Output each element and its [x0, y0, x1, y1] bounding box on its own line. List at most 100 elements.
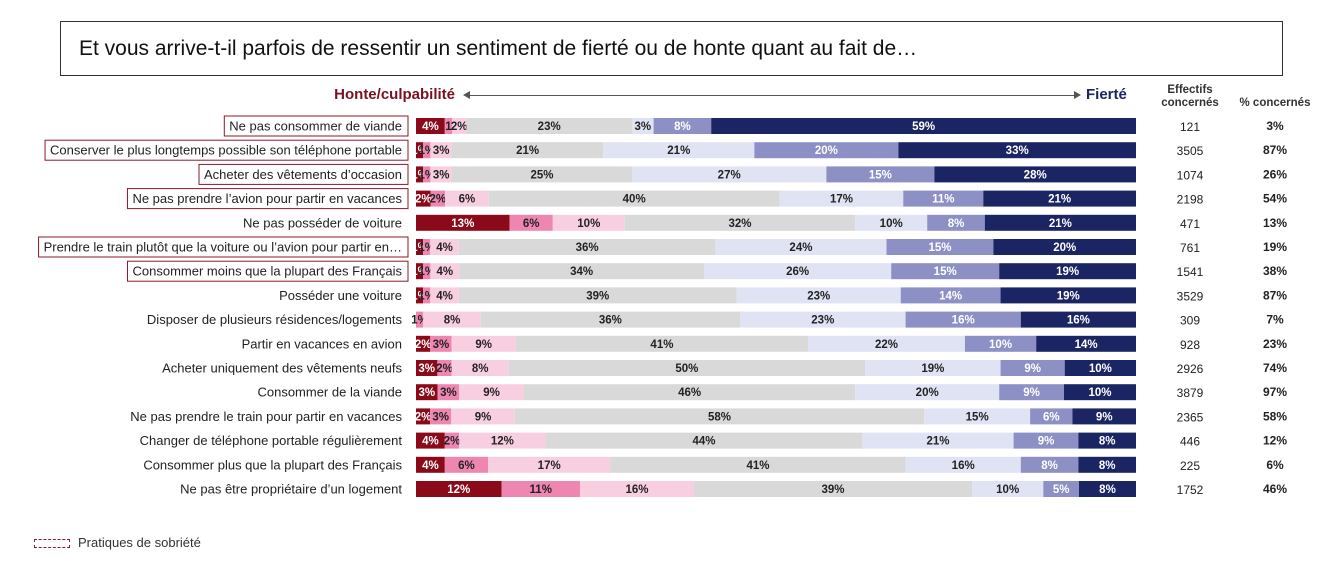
data-label: 8% [472, 363, 489, 375]
pct-value: 58% [1263, 409, 1287, 423]
data-label: 6% [523, 218, 540, 230]
data-label: 9% [483, 387, 500, 399]
data-label: 22% [875, 339, 898, 351]
data-label: 39% [586, 290, 609, 302]
data-label: 4% [436, 242, 453, 254]
data-label: 10% [989, 339, 1012, 351]
bar-segment [509, 214, 553, 231]
bar-segment [891, 263, 1000, 280]
bar-segment [430, 142, 452, 159]
bar-segment [416, 481, 502, 497]
effectifs-value: 446 [1180, 435, 1200, 449]
data-label: 3% [418, 363, 435, 375]
bar-segment [1078, 481, 1136, 497]
bar-segment [459, 384, 524, 401]
pct-value: 46% [1263, 482, 1287, 496]
bar-segment [416, 432, 445, 449]
bar-segment [1013, 432, 1079, 449]
bar-segment [999, 384, 1064, 401]
bar-segment [999, 263, 1136, 280]
bar-segment [603, 142, 755, 159]
bar-segment [416, 408, 431, 425]
effectifs-value: 2198 [1177, 193, 1204, 207]
bar-segment [437, 360, 452, 376]
bar-segment [452, 166, 632, 183]
bar-segment [416, 166, 424, 183]
bar-segment [416, 456, 445, 473]
category-label: Consommer de la viande [257, 385, 402, 400]
bar-segment [423, 142, 431, 159]
category-label: Acheter des vêtements d’occasion [204, 167, 402, 182]
pride-direction-label: Fierté [1086, 86, 1127, 103]
bar-segment [900, 287, 1001, 304]
data-label: 3% [433, 339, 450, 351]
data-label: 10% [577, 218, 600, 230]
category-label: Changer de téléphone portable régulièrem… [140, 433, 403, 448]
bar-segment [423, 263, 431, 280]
bar-segment [430, 287, 459, 304]
bar-segment [1020, 456, 1079, 473]
bar-segment [514, 408, 925, 425]
bar-segment [862, 432, 1014, 449]
data-label: 8% [1041, 460, 1058, 472]
bar-segment [754, 142, 899, 159]
data-label: 4% [422, 460, 439, 472]
bar-segment [704, 263, 892, 280]
bar-segment [924, 408, 1031, 425]
bar-segment [905, 456, 1021, 473]
data-label: 21% [926, 436, 949, 448]
data-label: 36% [576, 242, 599, 254]
arrow-right-icon [1074, 91, 1081, 99]
bar-segment [1078, 456, 1136, 473]
bar-segment [480, 311, 740, 328]
data-label: 9% [1024, 363, 1041, 375]
pct-value: 87% [1263, 288, 1287, 302]
pct-value: 7% [1266, 313, 1284, 327]
data-label: 2% [415, 411, 432, 423]
data-label: 26% [786, 266, 809, 278]
bar-segment [444, 118, 452, 134]
bar-segment [1043, 481, 1079, 497]
data-label: 36% [599, 315, 622, 327]
bar-segment [423, 166, 431, 183]
bar-segment [416, 118, 445, 134]
effectifs-value: 2926 [1177, 362, 1204, 376]
pct-value: 74% [1263, 361, 1287, 375]
data-label: 19% [1056, 266, 1079, 278]
data-label: 15% [966, 411, 989, 423]
data-label: 11% [932, 194, 954, 206]
effectifs-value: 1074 [1177, 168, 1204, 182]
bar-segment [1064, 360, 1136, 376]
sobriety-frame [126, 188, 409, 210]
data-label: 2% [444, 436, 461, 448]
bar-segment [934, 166, 1136, 183]
data-label: 12% [491, 436, 514, 448]
bar-segment [452, 142, 604, 159]
bar-segment [579, 481, 695, 497]
sobriety-frame [198, 163, 409, 185]
sobriety-frame [38, 236, 409, 258]
data-label: 2% [430, 194, 447, 206]
bar-segment [416, 287, 424, 304]
stacked-bar-chart: Ne pas consommer de viande 4% 1 2% 23% 3% 8% 59… [38, 115, 1287, 497]
effectifs-column-header: Effectifs concernés [1161, 84, 1219, 109]
data-label: 16% [952, 315, 975, 327]
effectifs-value: 1752 [1177, 483, 1204, 497]
bar-segment [451, 335, 516, 352]
bar-segment [459, 263, 704, 280]
data-label: 4% [422, 436, 439, 448]
data-label: 15% [928, 242, 951, 254]
bar-segment [452, 118, 467, 134]
data-label: 20% [815, 145, 838, 157]
data-label: 41% [650, 339, 673, 351]
bar-segment [430, 263, 460, 280]
data-label: 10% [1089, 363, 1112, 375]
data-label: 3% [440, 387, 457, 399]
bar-segment [1036, 335, 1136, 352]
bar-segment [865, 360, 1001, 376]
effectifs-value: 3529 [1177, 289, 1204, 303]
bar-segment [423, 239, 431, 255]
data-label: 20% [1053, 242, 1076, 254]
bar-segment [423, 287, 431, 304]
bar-segment [458, 239, 716, 255]
